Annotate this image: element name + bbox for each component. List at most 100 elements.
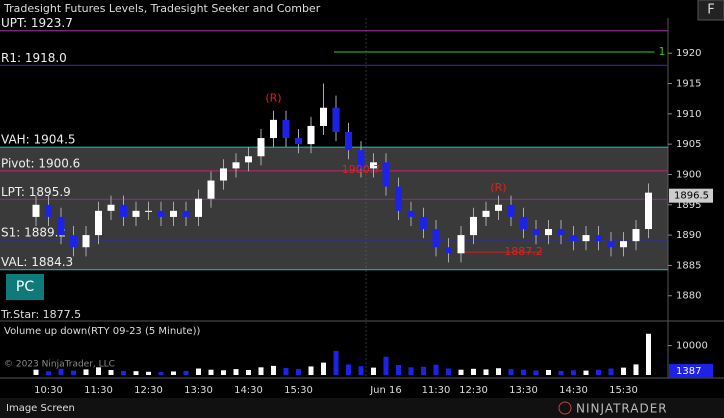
volume-bar bbox=[633, 364, 639, 375]
x-tick-label: 13:30 bbox=[509, 385, 538, 396]
volume-bar bbox=[333, 350, 339, 375]
volume-title: Volume up down(RTY 09-23 (5 Minute)) bbox=[4, 326, 200, 337]
candle-body bbox=[320, 107, 327, 126]
volume-bar bbox=[408, 367, 414, 375]
candle-body bbox=[382, 162, 390, 187]
f-button-label[interactable]: F bbox=[707, 3, 714, 18]
volume-bar bbox=[371, 367, 376, 375]
volume-bar bbox=[521, 369, 526, 375]
candle-body bbox=[507, 204, 515, 217]
candle-body bbox=[495, 204, 502, 211]
candle-body bbox=[645, 192, 652, 230]
logo-icon bbox=[558, 401, 572, 415]
volume-bar bbox=[583, 370, 589, 375]
x-tick-label: 14:30 bbox=[559, 385, 588, 396]
volume-bar bbox=[396, 364, 401, 375]
volume-bar bbox=[421, 366, 426, 375]
candle-body bbox=[595, 235, 602, 242]
annotation: (R) bbox=[490, 181, 506, 194]
volume-bar bbox=[608, 368, 614, 375]
candle-body bbox=[532, 229, 540, 236]
volume-bar bbox=[458, 369, 464, 375]
x-tick-label: 12:30 bbox=[134, 385, 163, 396]
volume-bar bbox=[133, 371, 139, 375]
volume-bar bbox=[296, 369, 301, 375]
y-tick-label: 1890 bbox=[676, 230, 701, 241]
annotation: (R) bbox=[265, 92, 281, 105]
candle-body bbox=[220, 168, 227, 181]
candle-body bbox=[245, 156, 252, 163]
candle-body bbox=[345, 132, 352, 151]
candle-body bbox=[545, 229, 552, 236]
volume-bar bbox=[358, 366, 364, 375]
candle-body bbox=[420, 216, 427, 230]
pc-button-label[interactable]: PC bbox=[16, 279, 34, 295]
volume-bar bbox=[183, 370, 189, 375]
volume-bar bbox=[121, 370, 126, 375]
volume-bar bbox=[433, 364, 439, 375]
y-tick-label: 1900 bbox=[676, 169, 701, 180]
y-tick-label: 1880 bbox=[676, 291, 701, 302]
volume-bar bbox=[321, 362, 326, 375]
y-tick-label: 1905 bbox=[676, 139, 701, 150]
pc-button[interactable] bbox=[6, 274, 44, 300]
candle-body bbox=[157, 210, 165, 217]
level-label: S1: 1889.2 bbox=[1, 225, 66, 239]
volume-bar bbox=[483, 369, 489, 375]
y-tick-label: 1920 bbox=[676, 48, 701, 59]
annotation: 1900.7 bbox=[342, 163, 381, 176]
candle-body bbox=[632, 229, 640, 242]
candle-body bbox=[282, 119, 290, 139]
candle-body bbox=[570, 235, 577, 242]
y-tick-label: 1885 bbox=[676, 260, 701, 271]
candle-body bbox=[45, 204, 52, 217]
volume-bar bbox=[471, 368, 476, 375]
copyright: © 2023 NinjaTrader, LLC bbox=[4, 360, 115, 370]
volume-bar bbox=[596, 369, 601, 375]
candle-body bbox=[82, 235, 90, 248]
candle-body bbox=[407, 210, 415, 217]
last-volume-box bbox=[669, 363, 713, 378]
volume-bar bbox=[621, 367, 626, 375]
candle-body bbox=[132, 210, 140, 217]
level-label: UPT: 1923.7 bbox=[1, 16, 73, 30]
candle-body bbox=[32, 204, 40, 217]
candle-body bbox=[195, 198, 202, 217]
candle-body bbox=[520, 216, 527, 230]
f-button[interactable] bbox=[697, 0, 724, 21]
candle-body bbox=[70, 235, 77, 248]
y-tick-label: 1910 bbox=[676, 109, 701, 120]
x-tick-label: 13:30 bbox=[184, 385, 213, 396]
candle-body bbox=[257, 138, 265, 157]
candle-body bbox=[182, 210, 190, 217]
candle-body bbox=[582, 235, 590, 242]
x-tick-label: 14:30 bbox=[234, 385, 263, 396]
level-label: VAH: 1904.5 bbox=[1, 133, 76, 147]
last-price: 1896.5 bbox=[674, 191, 709, 202]
volume-bar bbox=[83, 369, 89, 375]
candle-body bbox=[107, 204, 115, 211]
volume-bar bbox=[533, 370, 539, 375]
x-tick-label: Jun 16 bbox=[369, 385, 402, 396]
volume-bar bbox=[146, 371, 151, 375]
x-tick-label: 10:30 bbox=[34, 385, 63, 396]
volume-bar bbox=[246, 369, 251, 375]
x-tick-label: 15:30 bbox=[284, 385, 313, 396]
logo: NINJATRADER bbox=[576, 402, 668, 416]
level-label: VAL: 1884.3 bbox=[1, 255, 73, 269]
candle-body bbox=[170, 210, 177, 217]
volume-bar bbox=[71, 370, 76, 375]
volume-bar bbox=[258, 367, 264, 375]
volume-bar bbox=[496, 368, 501, 375]
candle-body bbox=[332, 107, 340, 133]
volume-bar bbox=[33, 369, 39, 375]
candle-body bbox=[557, 229, 565, 236]
volume-bar bbox=[158, 372, 164, 375]
last-volume: 1387 bbox=[676, 366, 701, 377]
volume-bar bbox=[646, 333, 651, 375]
candle-body bbox=[307, 125, 315, 145]
candle-body bbox=[395, 186, 402, 211]
x-tick-label: 11:30 bbox=[84, 385, 113, 396]
signal-label: 1 bbox=[659, 45, 666, 58]
